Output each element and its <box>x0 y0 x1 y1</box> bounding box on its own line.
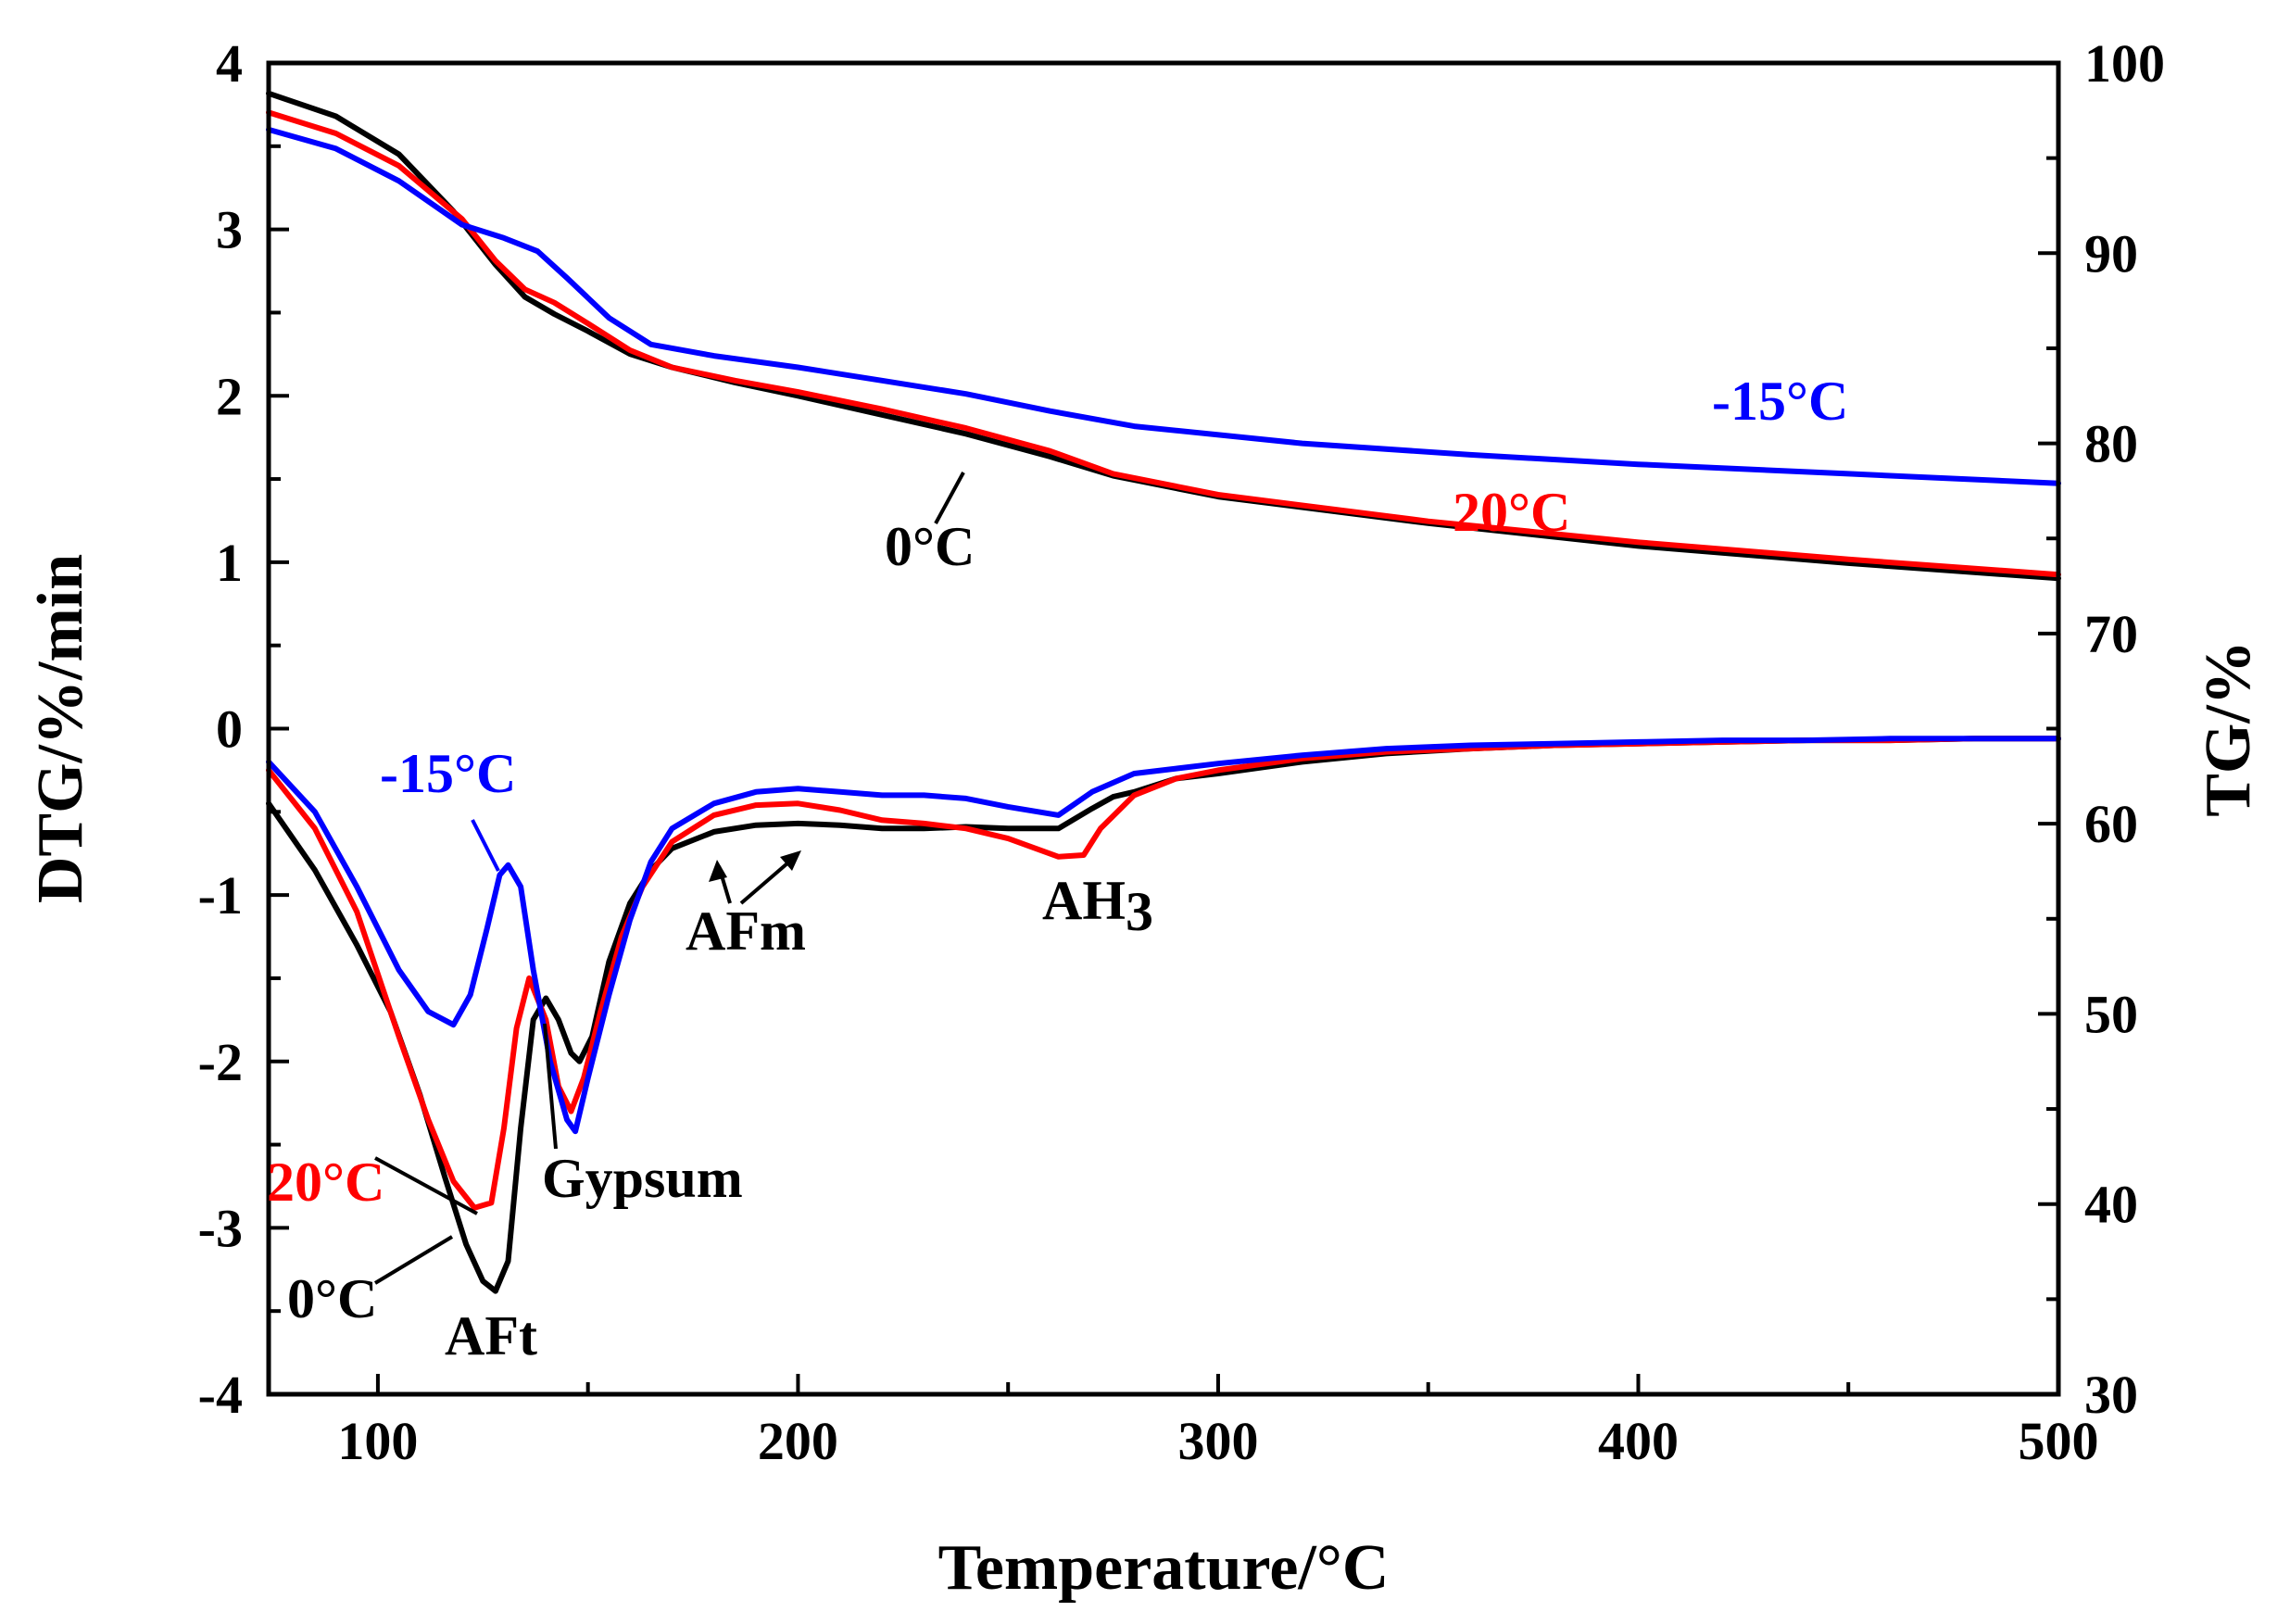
y-right-tick-label-2: 80 <box>2084 414 2138 474</box>
x-tick-label-0: 100 <box>337 1411 418 1471</box>
series-line-tg-20c <box>266 109 2061 578</box>
ah3-main: AH <box>1042 870 1126 931</box>
pointer-tg-0c <box>934 472 965 524</box>
y-left-tick-label-5: -1 <box>198 865 243 925</box>
plot-frame <box>266 60 2061 1397</box>
dtg-label-0c: 0°C <box>287 1268 377 1329</box>
series-line-tg-0c <box>266 90 2061 582</box>
series-line-tg-15c <box>266 126 2061 486</box>
axes: 100 200 300 400 500 4 3 2 1 0 -1 -2 -3 -4 100 90 80 70 60 5… <box>25 33 2264 1604</box>
y-right-tick-label-0: 100 <box>2084 33 2165 94</box>
y-left-tick-label-6: -2 <box>198 1032 243 1092</box>
x-tick-label-1: 200 <box>758 1411 838 1471</box>
afm-arrow-right-head <box>780 850 801 871</box>
y-left-tick-label-2: 2 <box>216 366 243 426</box>
pointer-dtg-0c <box>373 1235 454 1285</box>
ah3-label: AH3 <box>1042 870 1153 942</box>
series-line-dtg-0c <box>266 736 2061 1294</box>
ah3-subscript: 3 <box>1126 881 1153 942</box>
y-right-tick-label-6: 40 <box>2084 1175 2138 1235</box>
dtg-label-20c: 20°C <box>267 1152 384 1213</box>
y-left-tick-label-4: 0 <box>216 699 243 760</box>
x-tick-label-2: 300 <box>1177 1411 1258 1471</box>
series-line-dtg-15c <box>266 736 2061 1135</box>
x-tick-label-4: 500 <box>2019 1411 2099 1471</box>
x-tick-label-3: 400 <box>1598 1411 1679 1471</box>
tg-label-neg15c: -15°C <box>1712 371 1848 432</box>
y-left-tick-label-8: -4 <box>198 1365 243 1425</box>
y-right-tick-label-1: 90 <box>2084 223 2138 283</box>
annotations: -15°C 20°C 0°C -15°C 20°C 0°C AFt Gypsum… <box>267 371 1848 1366</box>
y-left-tick-label-1: 3 <box>216 200 243 260</box>
afm-arrow-left-head <box>709 860 727 882</box>
tg-label-0c: 0°C <box>885 516 975 577</box>
y-left-tick-label-3: 1 <box>216 533 243 593</box>
y-left-tick-label-7: -3 <box>198 1198 243 1258</box>
y-left-tick-label-0: 4 <box>216 33 243 94</box>
y-right-axis-title: TG/% <box>2193 640 2264 817</box>
x-axis-title: Temperature/°C <box>938 1532 1390 1604</box>
dtg-label-neg15c: -15°C <box>380 743 516 804</box>
pointer-gypsum <box>543 1023 558 1150</box>
y-left-axis-title: DTG/%/min <box>25 554 96 903</box>
plot-area <box>266 90 2061 1294</box>
pointer-dtg-20c <box>374 1156 478 1215</box>
gypsum-label: Gypsum <box>542 1148 743 1209</box>
tg-label-20c: 20°C <box>1453 482 1570 543</box>
afm-label: AFm <box>686 900 806 962</box>
pointer-dtg-neg15c <box>471 819 500 872</box>
afm-arrow-right-shaft <box>739 855 797 905</box>
series-line-dtg-20c <box>266 736 2061 1211</box>
y-right-tick-label-5: 50 <box>2084 984 2138 1044</box>
y-right-tick-label-4: 60 <box>2084 794 2138 854</box>
y-right-tick-label-7: 30 <box>2084 1365 2138 1425</box>
y-right-tick-label-3: 70 <box>2084 604 2138 664</box>
aft-label: AFt <box>445 1305 537 1366</box>
